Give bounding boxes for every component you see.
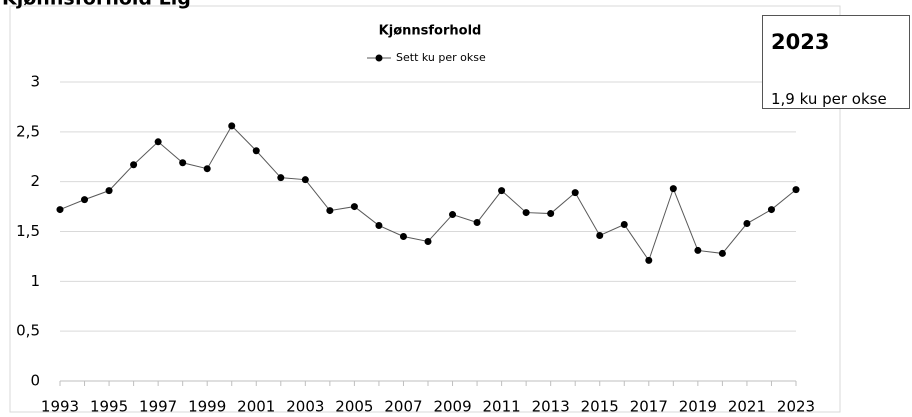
x-tick-label: 1993 xyxy=(41,398,79,416)
data-point xyxy=(154,138,162,146)
data-point xyxy=(498,187,506,195)
data-point xyxy=(350,203,358,211)
y-tick-label: 1,5 xyxy=(16,222,40,240)
x-tick-label: 2007 xyxy=(384,398,422,416)
data-point xyxy=(252,147,260,155)
y-tick-label: 1 xyxy=(30,272,40,290)
data-point xyxy=(743,220,751,228)
y-tick-label: 2,5 xyxy=(16,122,40,140)
x-tick-label: 2019 xyxy=(679,398,717,416)
tooltip-text: 1,9 ku per okse xyxy=(771,90,887,108)
x-tick-label: 2011 xyxy=(483,398,521,416)
data-point xyxy=(56,206,64,214)
x-tick-label: 2015 xyxy=(581,398,619,416)
data-point xyxy=(767,206,775,214)
x-tick-label: 1999 xyxy=(188,398,226,416)
data-point xyxy=(277,174,285,182)
chart-title: Kjønnsforhold xyxy=(379,24,482,39)
data-point xyxy=(473,219,481,227)
data-point xyxy=(326,207,334,215)
legend-label: Sett ku per okse xyxy=(396,51,486,64)
data-point xyxy=(792,186,800,194)
x-tick-label: 1997 xyxy=(139,398,177,416)
x-tick-label: 2017 xyxy=(630,398,668,416)
tooltip-title: 2023 xyxy=(771,30,830,54)
y-tick-label: 3 xyxy=(30,73,40,91)
y-tick-label: 2 xyxy=(30,172,40,190)
x-tick-label: 2021 xyxy=(728,398,766,416)
x-tick-label: 1995 xyxy=(90,398,128,416)
x-tick-label: 2013 xyxy=(532,398,570,416)
data-point xyxy=(596,231,604,239)
y-tick-label: 0 xyxy=(30,372,40,390)
chart-frame xyxy=(9,5,841,413)
data-point xyxy=(179,159,187,167)
x-tick-label: 2009 xyxy=(433,398,471,416)
data-point xyxy=(571,189,579,197)
data-point xyxy=(547,210,555,218)
data-point xyxy=(301,176,309,184)
data-point xyxy=(449,211,457,219)
data-point xyxy=(669,185,677,193)
x-tick-label: 2001 xyxy=(237,398,275,416)
tooltip: 2023 1,9 ku per okse xyxy=(762,15,910,109)
legend-marker xyxy=(375,54,383,62)
page-heading: Kjønnsforhold Lig xyxy=(2,0,191,10)
data-point xyxy=(620,221,628,229)
data-point xyxy=(81,196,89,204)
x-tick-label: 2003 xyxy=(286,398,324,416)
data-point xyxy=(228,122,236,130)
data-point xyxy=(718,249,726,257)
data-point xyxy=(130,161,138,169)
data-point xyxy=(203,165,211,173)
y-tick-label: 0,5 xyxy=(16,322,40,340)
data-point xyxy=(375,222,383,230)
data-point xyxy=(645,256,653,264)
data-point xyxy=(399,232,407,240)
data-point xyxy=(105,187,113,195)
data-point xyxy=(424,237,432,245)
x-tick-label: 2005 xyxy=(335,398,373,416)
data-point xyxy=(522,209,530,217)
data-point xyxy=(694,246,702,254)
x-tick-label: 2023 xyxy=(777,398,815,416)
